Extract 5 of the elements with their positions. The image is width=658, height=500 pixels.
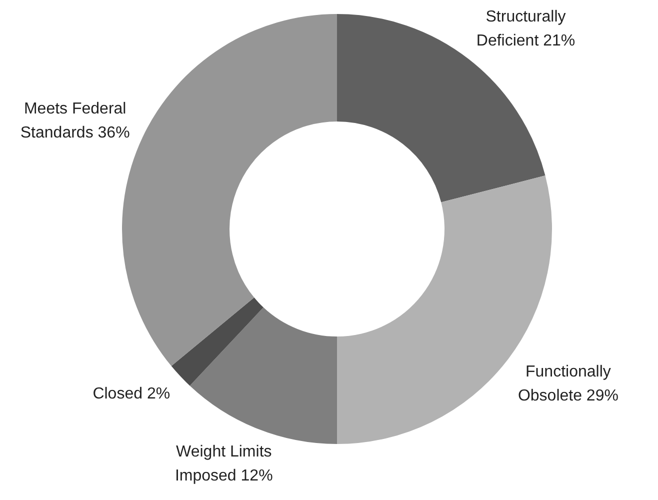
slice-label: Structurally Deficient 21% xyxy=(476,8,576,50)
slice-label: Functionally Obsolete 29% xyxy=(518,363,618,404)
slice-label: Closed 2% xyxy=(92,385,170,402)
slice-label: Weight Limits Imposed 12% xyxy=(174,444,273,485)
slice-label: Meets Federal Standards 36% xyxy=(20,100,130,142)
